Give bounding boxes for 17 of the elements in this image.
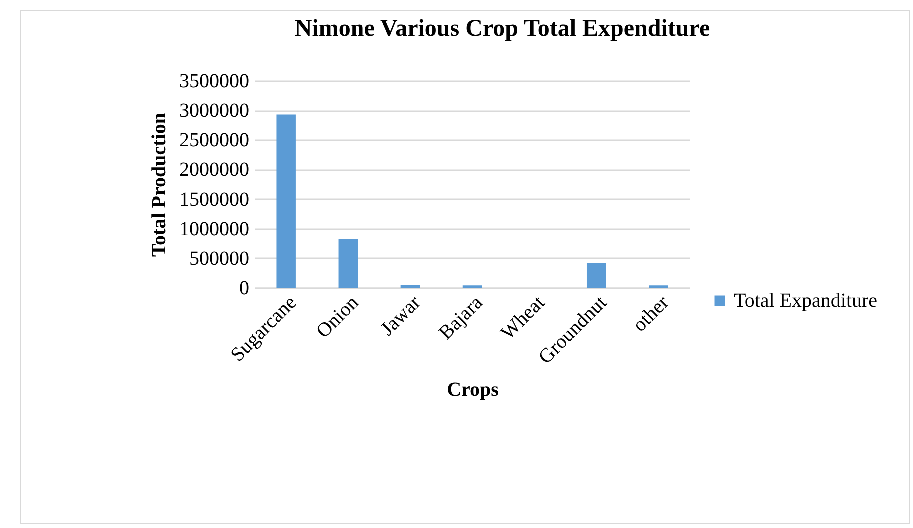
x-tick-label: other <box>628 292 674 336</box>
y-tick-label: 0 <box>240 278 250 300</box>
bar <box>338 240 358 288</box>
x-axis-title: Crops <box>447 378 500 401</box>
bar <box>586 263 606 288</box>
legend-label: Total Expanditure <box>734 290 878 312</box>
y-tick-label: 2000000 <box>180 159 250 182</box>
y-tick-label: 3000000 <box>180 100 250 122</box>
y-tick-label: 1000000 <box>180 218 250 240</box>
bar <box>276 114 296 288</box>
chart-title: Nimone Various Crop Total Expenditure <box>294 16 710 42</box>
y-tick-label: 1500000 <box>180 188 250 211</box>
y-tick-label: 2500000 <box>180 130 250 152</box>
y-tick-label: 500000 <box>190 248 250 270</box>
y-tick-label: 3500000 <box>180 70 250 92</box>
bar <box>400 285 420 288</box>
y-axis-title: Total Production <box>148 113 170 257</box>
